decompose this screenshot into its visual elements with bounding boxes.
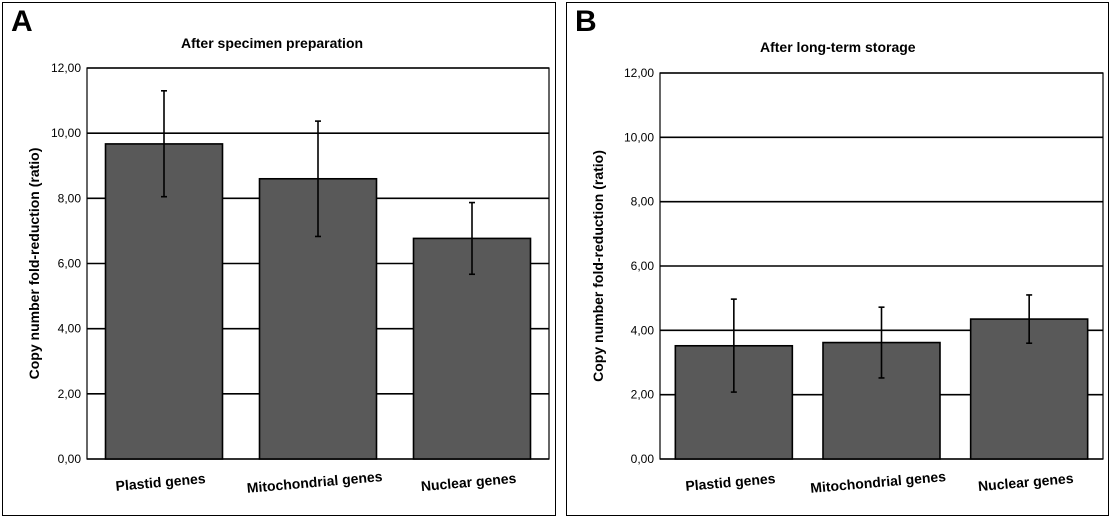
y-tick-label: 12,00 — [624, 66, 654, 80]
x-category-label: Nuclear genes — [977, 470, 1074, 494]
y-tick-label: 0,00 — [631, 452, 655, 466]
chart-plot-a: 0,00 2,00 4,00 6,00 8,00 10,00 12,00 Plastid ge… — [26, 61, 550, 496]
y-tick-label: 8,00 — [58, 191, 82, 205]
y-tick-label: 2,00 — [631, 388, 655, 402]
x-category-label: Mitochondrial genes — [810, 468, 947, 496]
y-axis-label: Copy number fold-reduction (ratio) — [26, 148, 42, 380]
x-category-label: Plastid genes — [115, 470, 207, 494]
y-tick-label: 6,00 — [631, 259, 655, 273]
y-tick-label: 10,00 — [624, 130, 654, 144]
x-category-label: Plastid genes — [685, 470, 777, 494]
x-category-label: Nuclear genes — [420, 470, 517, 494]
y-tick-label: 10,00 — [51, 126, 81, 140]
y-tick-label: 4,00 — [58, 322, 82, 336]
y-tick-label: 8,00 — [631, 195, 655, 209]
x-category-label: Mitochondrial genes — [246, 468, 383, 496]
panel-label-b: B — [575, 5, 597, 38]
chart-panel-a: A After specimen preparation 0,00 2,00 4,0… — [2, 2, 556, 516]
bar — [412, 237, 532, 460]
y-tick-label: 4,00 — [631, 323, 655, 337]
panel-label-a: A — [11, 5, 33, 38]
chart-panel-b: B After long-term storage 0,00 2,00 4,00 6,… — [566, 2, 1109, 516]
chart-title-b: After long-term storage — [760, 39, 916, 55]
chart-title-a: After specimen preparation — [181, 35, 364, 51]
y-tick-label: 6,00 — [58, 257, 82, 271]
y-tick-label: 2,00 — [58, 387, 82, 401]
chart-plot-b: 0,00 2,00 4,00 6,00 8,00 10,00 12,00 Plastid ge… — [590, 66, 1104, 496]
y-tick-label: 12,00 — [51, 61, 81, 75]
y-tick-label: 0,00 — [58, 452, 82, 466]
y-axis-label: Copy number fold-reduction (ratio) — [590, 150, 606, 382]
